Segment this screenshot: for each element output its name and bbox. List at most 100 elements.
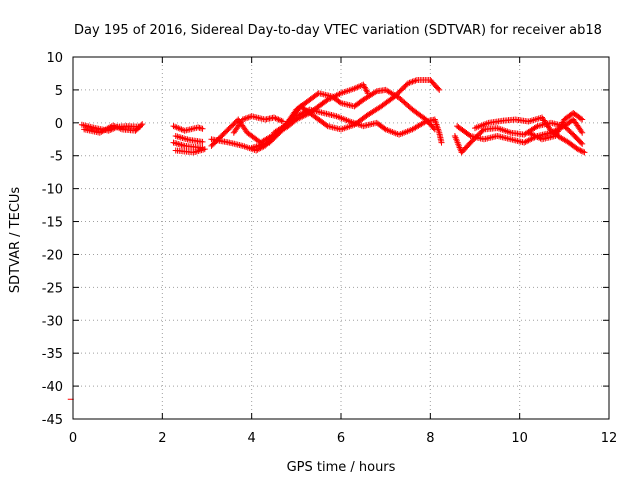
data-point — [335, 91, 342, 98]
data-point — [479, 127, 486, 134]
data-point — [534, 134, 541, 141]
data-point — [114, 124, 121, 131]
data-point — [139, 121, 146, 128]
data-point — [361, 84, 368, 91]
data-point — [355, 83, 362, 90]
data-point — [466, 131, 473, 138]
data-point — [578, 128, 585, 135]
data-point — [361, 83, 368, 90]
data-point — [521, 139, 528, 146]
data-point — [245, 114, 252, 121]
data-point — [435, 85, 442, 92]
data-point — [576, 146, 583, 153]
x-tick-label: 0 — [69, 431, 77, 446]
data-point — [522, 138, 529, 145]
data-point — [406, 79, 413, 86]
y-tick-label: -30 — [42, 314, 63, 329]
x-tick-label: 8 — [426, 431, 434, 446]
y-tick-label: -40 — [42, 380, 63, 395]
chart-title: Day 195 of 2016, Sidereal Day-to-day VTE… — [74, 23, 602, 38]
data-point — [336, 90, 343, 97]
data-point — [410, 78, 417, 85]
data-point — [324, 96, 331, 103]
data-point — [303, 108, 310, 115]
data-point — [113, 123, 120, 130]
data-point — [300, 109, 307, 116]
data-point — [524, 138, 531, 145]
x-tick-label: 12 — [601, 431, 618, 446]
data-point — [528, 131, 535, 138]
data-point — [275, 116, 282, 123]
axis-ticks — [72, 56, 610, 420]
y-tick-label: -35 — [42, 347, 63, 362]
data-point — [362, 85, 369, 92]
data-point — [276, 117, 283, 124]
data-point — [323, 122, 330, 129]
data-point — [527, 130, 534, 137]
data-point — [278, 117, 285, 124]
data-point — [574, 146, 581, 153]
data-point — [577, 115, 584, 122]
data-point — [579, 140, 586, 147]
data-point — [363, 87, 370, 94]
data-point — [110, 122, 117, 129]
data-point — [297, 111, 304, 118]
data-point — [364, 88, 371, 95]
data-point — [271, 114, 277, 121]
data-point — [273, 115, 280, 122]
data-point — [117, 125, 124, 132]
data-point — [138, 122, 145, 129]
data-point — [372, 89, 379, 96]
data-point — [578, 148, 585, 155]
data-point — [421, 119, 428, 126]
data-point — [294, 112, 301, 119]
data-point — [530, 131, 537, 138]
data-points — [67, 77, 588, 400]
data-point — [244, 114, 251, 121]
data-point — [360, 81, 367, 88]
data-point — [580, 148, 587, 155]
data-point — [299, 110, 306, 117]
data-point — [354, 84, 361, 91]
x-tick-label: 2 — [158, 431, 166, 446]
data-point — [409, 78, 416, 85]
y-tick-label: -5 — [50, 150, 63, 165]
data-point — [336, 99, 343, 106]
data-point — [242, 115, 249, 122]
data-point — [579, 116, 586, 123]
data-point — [302, 108, 309, 115]
data-point — [533, 133, 540, 140]
data-point — [116, 125, 123, 132]
x-tick-label: 10 — [511, 431, 528, 446]
tick-labels: 0 2 4 6 8 10 12 10 5 0 -5 -10 -15 -20 -25 -30 -35 -40 -45 — [42, 51, 618, 446]
data-point — [201, 146, 208, 153]
data-point — [351, 85, 358, 92]
data-point — [296, 111, 303, 118]
data-point — [436, 86, 443, 93]
data-point — [405, 80, 411, 87]
data-point — [527, 136, 534, 143]
data-point — [525, 129, 532, 136]
data-point — [111, 123, 118, 130]
data-point — [293, 113, 300, 120]
y-axis-label: SDTVAR / TECUs — [8, 187, 23, 294]
data-point — [239, 116, 246, 123]
data-point — [581, 149, 588, 156]
data-point — [352, 84, 359, 91]
y-tick-label: 10 — [46, 51, 63, 66]
y-tick-label: 5 — [55, 84, 63, 99]
data-point — [536, 134, 543, 141]
x-axis-label: GPS time / hours — [287, 460, 396, 475]
y-tick-label: -25 — [42, 281, 63, 296]
y-tick-label: -15 — [42, 216, 63, 231]
grid-lines — [73, 57, 609, 419]
data-point — [241, 115, 248, 122]
data-point — [577, 147, 584, 154]
data-point — [531, 132, 538, 139]
data-point — [579, 129, 586, 136]
data-point — [272, 115, 279, 122]
data-point — [578, 139, 585, 146]
y-tick-label: 0 — [55, 117, 63, 132]
